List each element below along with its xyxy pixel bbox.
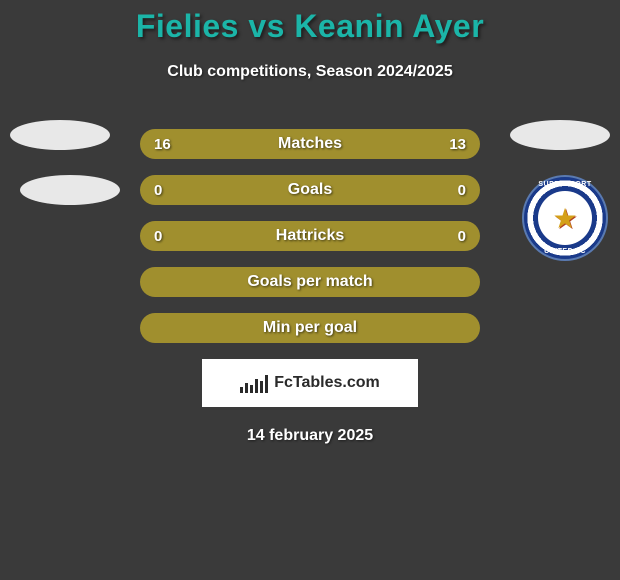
stat-right-value: 0 — [458, 228, 466, 245]
stat-bar: Min per goal — [140, 313, 480, 343]
stat-bar: 0 Goals 0 — [140, 175, 480, 205]
stat-bar: Goals per match — [140, 267, 480, 297]
stat-label: Goals — [288, 181, 332, 199]
stat-row-gpm: Goals per match — [0, 267, 620, 297]
stat-left-value: 16 — [154, 136, 171, 153]
stat-left-value: 0 — [154, 228, 162, 245]
stat-bar: 0 Hattricks 0 — [140, 221, 480, 251]
stat-row-goals: 0 Goals 0 — [0, 175, 620, 205]
brand-text: FcTables.com — [274, 374, 380, 392]
stat-left-value: 0 — [154, 182, 162, 199]
stat-right-value: 0 — [458, 182, 466, 199]
subtitle: Club competitions, Season 2024/2025 — [0, 63, 620, 81]
stat-label: Min per goal — [263, 319, 357, 337]
date-text: 14 february 2025 — [0, 427, 620, 445]
stat-row-matches: 16 Matches 13 — [0, 129, 620, 159]
brand-box[interactable]: FcTables.com — [202, 359, 418, 407]
stat-label: Matches — [278, 135, 342, 153]
stat-label: Hattricks — [276, 227, 344, 245]
stat-right-value: 13 — [449, 136, 466, 153]
stat-label: Goals per match — [247, 273, 372, 291]
stat-bar: 16 Matches 13 — [140, 129, 480, 159]
stats-area: 16 Matches 13 0 Goals 0 0 Hattricks 0 Go… — [0, 129, 620, 343]
stat-row-hattricks: 0 Hattricks 0 — [0, 221, 620, 251]
page-title: Fielies vs Keanin Ayer — [0, 0, 620, 45]
stat-row-mpg: Min per goal — [0, 313, 620, 343]
bar-chart-icon — [240, 373, 268, 393]
